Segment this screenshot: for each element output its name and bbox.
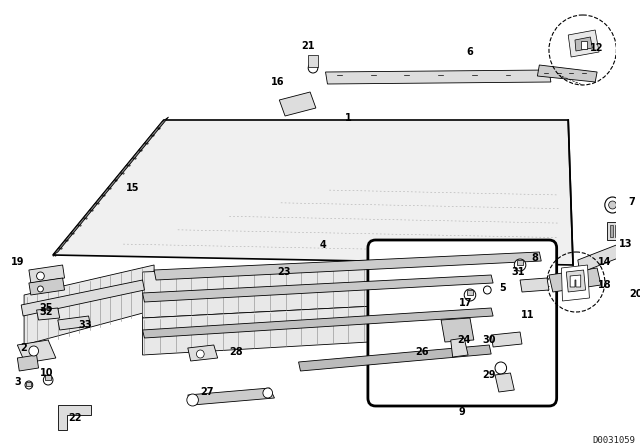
Text: D0031059: D0031059 (592, 435, 636, 444)
Text: 22: 22 (68, 413, 82, 423)
Polygon shape (451, 338, 468, 357)
Text: 18: 18 (598, 280, 612, 290)
Text: 27: 27 (200, 387, 214, 397)
Polygon shape (53, 120, 573, 265)
Text: 10: 10 (40, 368, 53, 378)
Circle shape (44, 375, 53, 385)
Polygon shape (24, 265, 154, 345)
Polygon shape (279, 92, 316, 116)
Text: 21: 21 (301, 41, 315, 51)
Polygon shape (575, 37, 592, 51)
Bar (467, 290, 473, 295)
Circle shape (464, 289, 476, 301)
Circle shape (495, 362, 507, 374)
Text: 32: 32 (40, 307, 53, 317)
Bar (621, 225, 625, 237)
Polygon shape (58, 405, 92, 430)
Bar (580, 41, 588, 49)
Polygon shape (143, 308, 493, 338)
Text: 5: 5 (499, 283, 506, 293)
Polygon shape (58, 316, 90, 330)
Polygon shape (188, 388, 275, 405)
Circle shape (263, 388, 273, 398)
Text: 16: 16 (271, 77, 284, 87)
Polygon shape (143, 258, 491, 318)
Text: 9: 9 (459, 407, 466, 417)
Polygon shape (568, 30, 599, 57)
Text: 2: 2 (20, 343, 28, 353)
Text: 6: 6 (467, 47, 474, 57)
Polygon shape (298, 345, 491, 371)
Polygon shape (154, 252, 541, 280)
Polygon shape (549, 268, 601, 292)
Bar (26, 382, 31, 386)
Circle shape (515, 259, 526, 271)
Text: 31: 31 (511, 267, 525, 277)
Circle shape (38, 286, 44, 292)
Bar (616, 225, 620, 237)
Text: 30: 30 (483, 335, 496, 345)
Bar (517, 260, 523, 265)
Text: 29: 29 (483, 370, 496, 380)
Polygon shape (17, 340, 56, 363)
Polygon shape (29, 278, 65, 295)
Polygon shape (607, 222, 631, 240)
Polygon shape (578, 245, 618, 273)
Circle shape (196, 350, 204, 358)
Text: 15: 15 (126, 183, 140, 193)
Text: 24: 24 (458, 335, 471, 345)
Text: 19: 19 (11, 257, 24, 267)
Text: 33: 33 (78, 320, 92, 330)
Text: 13: 13 (620, 239, 633, 249)
Polygon shape (538, 65, 597, 82)
Polygon shape (143, 275, 493, 302)
Text: 11: 11 (521, 310, 534, 320)
Polygon shape (21, 280, 145, 316)
Bar (610, 225, 614, 237)
Text: 8: 8 (531, 253, 538, 263)
Polygon shape (188, 345, 218, 361)
FancyBboxPatch shape (368, 240, 557, 406)
Polygon shape (143, 300, 491, 355)
Circle shape (25, 381, 33, 389)
Circle shape (609, 201, 616, 209)
Text: 12: 12 (590, 43, 604, 53)
Text: 1: 1 (345, 113, 352, 123)
Polygon shape (36, 308, 60, 320)
Polygon shape (17, 355, 38, 371)
Text: 20: 20 (629, 289, 640, 299)
Bar (616, 285, 640, 307)
Polygon shape (570, 275, 580, 287)
Circle shape (308, 63, 318, 73)
Circle shape (605, 197, 620, 213)
Text: 17: 17 (460, 298, 473, 308)
Polygon shape (29, 265, 65, 283)
Text: 7: 7 (628, 197, 635, 207)
Circle shape (483, 286, 491, 294)
Text: 14: 14 (598, 257, 612, 267)
Polygon shape (561, 265, 589, 301)
Circle shape (36, 272, 44, 280)
Polygon shape (441, 318, 474, 342)
Text: 3: 3 (14, 377, 20, 387)
Text: 28: 28 (229, 347, 243, 357)
Polygon shape (566, 270, 586, 292)
Circle shape (187, 394, 198, 406)
Bar (45, 375, 51, 380)
Polygon shape (53, 117, 168, 255)
Polygon shape (520, 278, 549, 292)
Polygon shape (495, 373, 515, 392)
Polygon shape (491, 332, 522, 347)
Circle shape (29, 346, 38, 356)
Polygon shape (326, 70, 551, 84)
Bar (308, 55, 318, 67)
Text: 4: 4 (319, 240, 326, 250)
Text: 23: 23 (277, 267, 291, 277)
Text: 26: 26 (415, 347, 429, 357)
Text: 25: 25 (40, 303, 53, 313)
